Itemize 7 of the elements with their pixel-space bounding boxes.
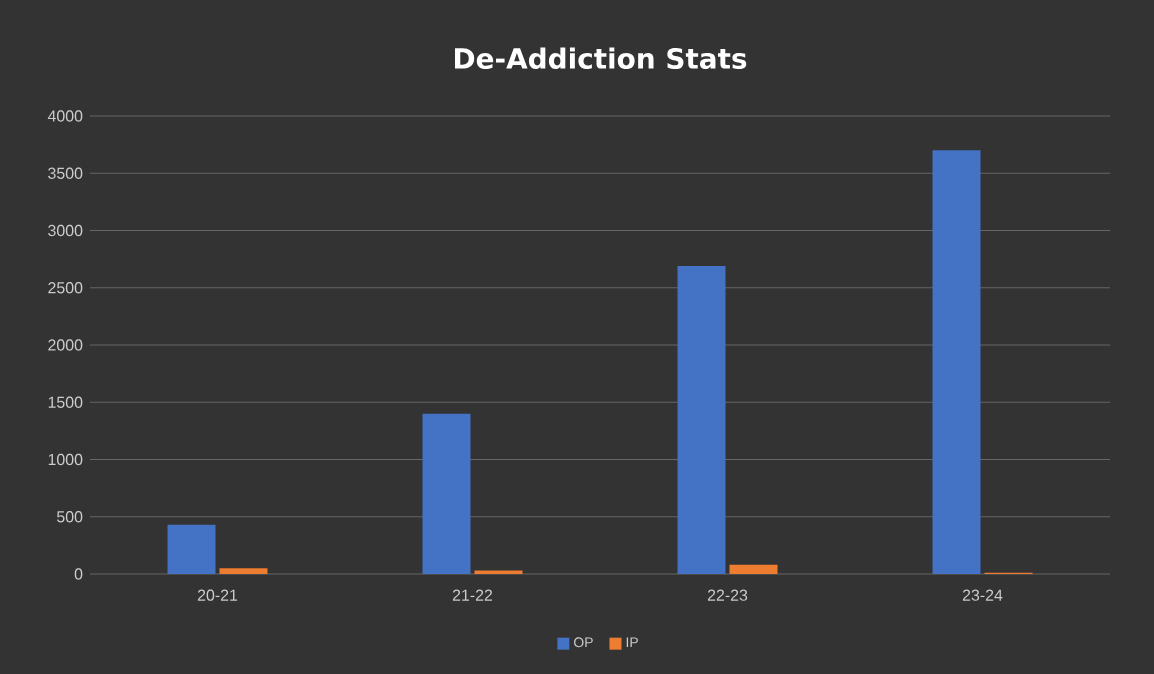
- bar: [219, 568, 268, 574]
- chart-title: De-Addiction Stats: [455, 47, 747, 70]
- bar: [932, 150, 981, 574]
- bar: [167, 524, 216, 574]
- bar: [677, 265, 726, 574]
- bar: [422, 413, 471, 574]
- bar: [729, 564, 778, 574]
